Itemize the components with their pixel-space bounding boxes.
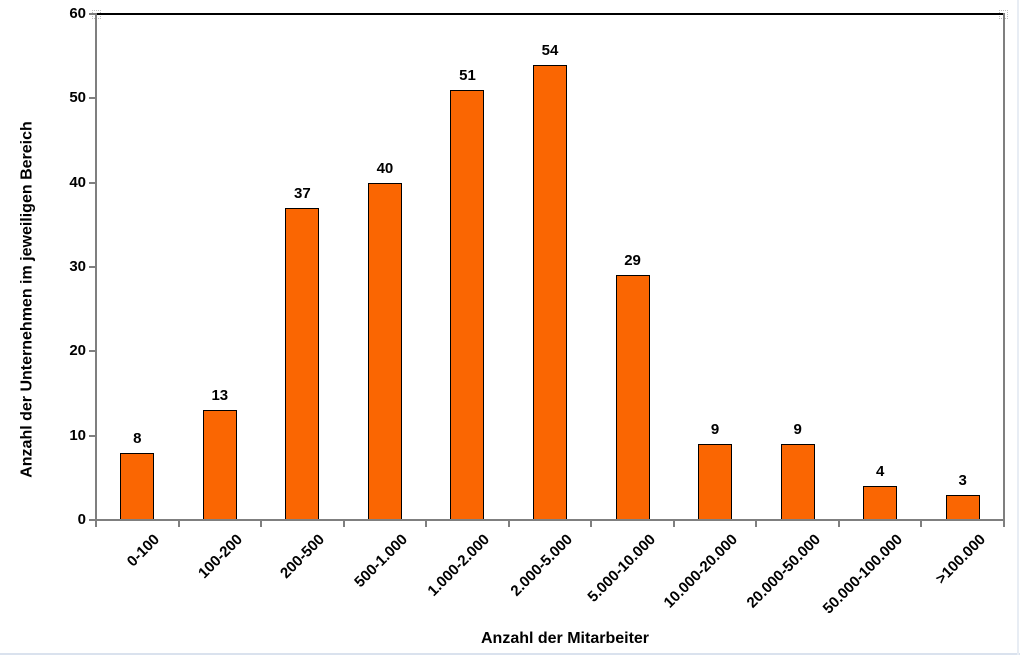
x-tick-mark (1003, 521, 1005, 527)
bar (945, 495, 980, 520)
bar-value-label: 37 (294, 185, 311, 202)
x-tick-mark (425, 521, 427, 527)
x-tick-mark (755, 521, 757, 527)
y-tick-label: 10 (69, 427, 86, 444)
y-tick-mark (89, 182, 96, 184)
y-tick-mark (89, 350, 96, 352)
bar (367, 183, 402, 520)
bar (615, 275, 650, 520)
page-right-edge (1017, 0, 1019, 655)
bar-value-label: 3 (958, 472, 967, 489)
x-axis-title: Anzahl der Mitarbeiter (480, 630, 650, 647)
y-tick-mark (89, 13, 96, 15)
y-axis-line (95, 13, 97, 527)
x-axis-line (95, 519, 1005, 521)
y-tick-mark (89, 97, 96, 99)
bar-value-label: 4 (876, 463, 885, 480)
bar-value-label: 13 (211, 387, 229, 404)
x-tick-mark (590, 521, 592, 527)
y-tick-label: 0 (77, 511, 86, 528)
y-tick-mark (89, 266, 96, 268)
y-tick-label: 40 (69, 174, 86, 191)
y-axis-title: Anzahl der Unternehmen im jeweiligen Ber… (18, 121, 36, 478)
bar (533, 65, 567, 520)
y-tick-label: 20 (69, 342, 86, 359)
bar-value-label: 29 (624, 252, 641, 269)
bar (698, 444, 733, 520)
x-tick-mark (838, 521, 840, 527)
plot-top-border (95, 13, 1005, 15)
y-tick-mark (89, 435, 96, 437)
bar-value-label: 8 (133, 430, 142, 447)
bar (120, 453, 155, 520)
y-tick-label: 30 (69, 258, 86, 275)
page-bottom-edge (0, 653, 1020, 655)
bar-value-label: 9 (710, 421, 720, 438)
bar (202, 410, 237, 520)
bar-value-label: 40 (376, 160, 394, 177)
x-tick-mark (343, 521, 345, 527)
bar (285, 208, 320, 520)
x-tick-mark (508, 521, 510, 527)
x-tick-mark (673, 521, 675, 527)
y-tick-label: 50 (69, 89, 86, 106)
bar-value-label: 54 (541, 42, 559, 59)
bar (450, 90, 485, 520)
bar-value-label: 51 (459, 67, 476, 84)
bar (863, 486, 898, 520)
y-tick-mark (89, 519, 96, 521)
plot-right-border (1003, 13, 1005, 521)
bar-value-label: 9 (793, 421, 802, 438)
x-tick-mark (260, 521, 262, 527)
x-tick-mark (178, 521, 180, 527)
x-tick-mark (920, 521, 922, 527)
y-tick-label: 60 (69, 5, 86, 22)
bar (780, 444, 815, 520)
